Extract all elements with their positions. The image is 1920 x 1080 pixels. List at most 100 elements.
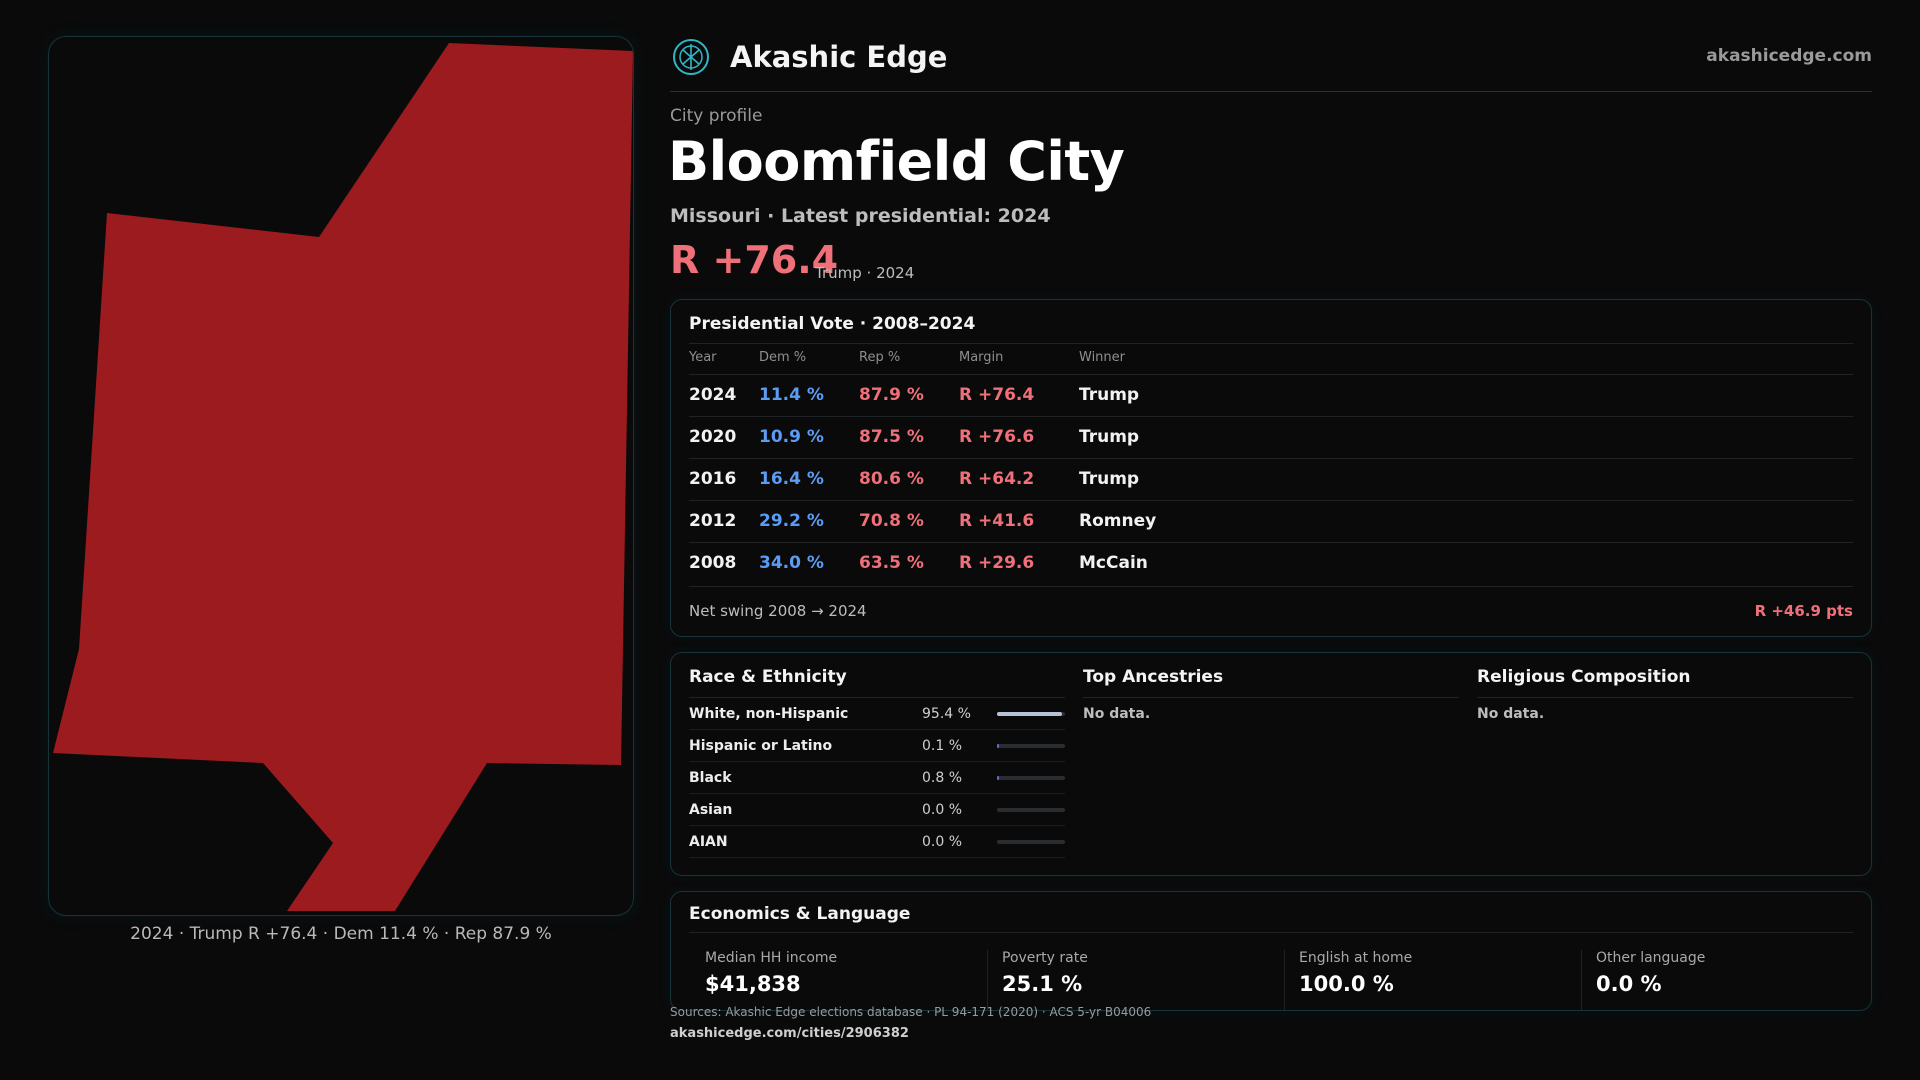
cell-rep: 87.5 % — [859, 427, 924, 447]
race-value: 0.8 % — [922, 770, 963, 786]
race-bar-fill — [997, 712, 1062, 716]
stat-value: 25.1 % — [1002, 972, 1083, 996]
race-bar-fill — [997, 744, 999, 748]
ancestries-title: Top Ancestries — [1083, 667, 1459, 698]
cell-winner: McCain — [1079, 553, 1148, 573]
race-bar — [997, 808, 1065, 812]
latest-margin-note: Trump · 2024 — [815, 264, 915, 282]
race-name: White, non-Hispanic — [689, 706, 849, 722]
race-bar-fill — [997, 776, 999, 780]
race-title: Race & Ethnicity — [689, 667, 1065, 698]
race-bar — [997, 744, 1065, 748]
race-ethnicity-section: Race & Ethnicity White, non-Hispanic 95.… — [689, 667, 1065, 858]
race-name: Asian — [689, 802, 733, 818]
akashic-logo-icon[interactable] — [672, 38, 710, 76]
presidential-vote-card: Presidential Vote · 2008–2024 Year Dem %… — [670, 299, 1872, 637]
brand-name[interactable]: Akashic Edge — [730, 40, 948, 74]
demographics-card: Race & Ethnicity White, non-Hispanic 95.… — [670, 652, 1872, 876]
cell-year: 2008 — [689, 553, 737, 573]
cell-margin: R +64.2 — [959, 469, 1035, 489]
app-header: Akashic Edge akashicedge.com — [670, 34, 1872, 92]
city-map[interactable] — [48, 36, 634, 916]
race-bar — [997, 776, 1065, 780]
cell-dem: 29.2 % — [759, 511, 824, 531]
ancestries-empty: No data. — [1083, 706, 1151, 722]
cell-dem: 11.4 % — [759, 385, 824, 405]
stat-median-income: Median HH income $41,838 — [689, 950, 838, 1010]
divider — [689, 343, 1853, 344]
stat-label: Poverty rate — [1002, 950, 1088, 966]
race-name: Black — [689, 770, 732, 786]
city-boundary-shape — [53, 43, 633, 911]
city-boundary-map — [53, 43, 633, 911]
economics-title: Economics & Language — [689, 904, 911, 924]
cell-rep: 87.9 % — [859, 385, 924, 405]
stat-value: $41,838 — [705, 972, 801, 996]
cell-year: 2020 — [689, 427, 737, 447]
net-swing-label: Net swing 2008 → 2024 — [689, 602, 867, 620]
religion-section: Religious Composition No data. — [1477, 667, 1853, 722]
page-url-link[interactable]: akashicedge.com/cities/2906382 — [670, 1026, 909, 1041]
page-eyebrow: City profile — [670, 106, 763, 126]
cell-winner: Romney — [1079, 511, 1157, 531]
race-name: Hispanic or Latino — [689, 738, 833, 754]
page-title: Bloomfield City — [668, 130, 1125, 193]
race-value: 0.0 % — [922, 834, 963, 850]
cell-margin: R +76.4 — [959, 385, 1035, 405]
cell-year: 2024 — [689, 385, 737, 405]
cell-rep: 80.6 % — [859, 469, 924, 489]
list-item: Asian 0.0 % — [689, 794, 1065, 826]
table-row[interactable]: 2016 16.4 % 80.6 % R +64.2 Trump — [689, 458, 1853, 500]
religion-title: Religious Composition — [1477, 667, 1853, 698]
cell-year: 2012 — [689, 511, 737, 531]
list-item: Hispanic or Latino 0.1 % — [689, 730, 1065, 762]
race-value: 95.4 % — [922, 706, 971, 722]
col-header-winner: Winner — [1079, 350, 1126, 365]
race-value: 0.0 % — [922, 802, 963, 818]
col-header-year: Year — [689, 350, 717, 365]
cell-margin: R +41.6 — [959, 511, 1035, 531]
cell-winner: Trump — [1079, 469, 1140, 489]
cell-rep: 70.8 % — [859, 511, 924, 531]
economics-card: Economics & Language Median HH income $4… — [670, 891, 1872, 1011]
cell-dem: 34.0 % — [759, 553, 824, 573]
divider — [689, 932, 1853, 933]
cell-winner: Trump — [1079, 385, 1140, 405]
stat-label: Other language — [1596, 950, 1706, 966]
stat-value: 100.0 % — [1299, 972, 1394, 996]
vote-card-title: Presidential Vote · 2008–2024 — [689, 314, 976, 334]
col-header-dem: Dem % — [759, 350, 807, 365]
race-name: AIAN — [689, 834, 728, 850]
race-bar — [997, 712, 1065, 716]
stat-label: Median HH income — [705, 950, 838, 966]
table-row[interactable]: 2012 29.2 % 70.8 % R +41.6 Romney — [689, 500, 1853, 542]
stat-label: English at home — [1299, 950, 1413, 966]
cell-rep: 63.5 % — [859, 553, 924, 573]
race-bar — [997, 840, 1065, 844]
table-row[interactable]: 2024 11.4 % 87.9 % R +76.4 Trump — [689, 374, 1853, 416]
list-item: Black 0.8 % — [689, 762, 1065, 794]
stat-value: 0.0 % — [1596, 972, 1662, 996]
religion-empty: No data. — [1477, 706, 1545, 722]
cell-margin: R +76.6 — [959, 427, 1035, 447]
net-swing-value: R +46.9 pts — [1754, 602, 1853, 620]
col-header-margin: Margin — [959, 350, 1004, 365]
sources-note: Sources: Akashic Edge elections database… — [670, 1005, 1152, 1019]
list-item: White, non-Hispanic 95.4 % — [689, 698, 1065, 730]
map-caption: 2024 · Trump R +76.4 · Dem 11.4 % · Rep … — [130, 924, 552, 944]
site-link[interactable]: akashicedge.com — [1706, 46, 1872, 66]
ancestries-section: Top Ancestries No data. — [1083, 667, 1459, 722]
cell-dem: 16.4 % — [759, 469, 824, 489]
table-row[interactable]: 2008 34.0 % 63.5 % R +29.6 McCain — [689, 542, 1853, 584]
latest-margin: R +76.4 — [670, 238, 839, 282]
cell-winner: Trump — [1079, 427, 1140, 447]
cell-year: 2016 — [689, 469, 737, 489]
race-value: 0.1 % — [922, 738, 963, 754]
stat-other-language: Other language 0.0 % — [1581, 950, 1706, 1010]
cell-margin: R +29.6 — [959, 553, 1035, 573]
table-row[interactable]: 2020 10.9 % 87.5 % R +76.6 Trump — [689, 416, 1853, 458]
race-list: White, non-Hispanic 95.4 % Hispanic or L… — [689, 698, 1065, 858]
cell-dem: 10.9 % — [759, 427, 824, 447]
page-subtitle: Missouri · Latest presidential: 2024 — [670, 205, 1051, 227]
col-header-rep: Rep % — [859, 350, 901, 365]
